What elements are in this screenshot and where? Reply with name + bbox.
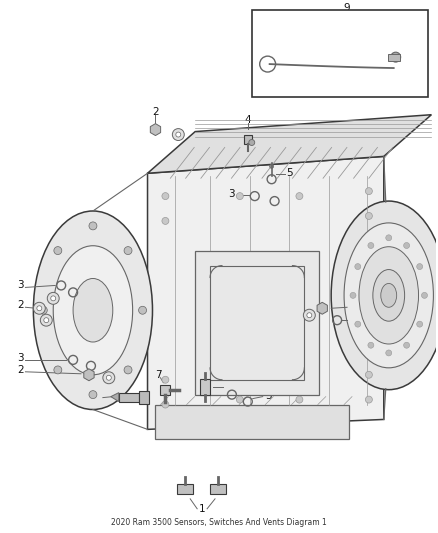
Circle shape (47, 293, 59, 304)
Circle shape (249, 140, 255, 146)
Text: 7: 7 (155, 370, 162, 380)
Circle shape (355, 264, 361, 270)
Circle shape (391, 52, 401, 62)
Text: 2: 2 (349, 300, 356, 310)
Circle shape (296, 396, 303, 403)
Text: 2: 2 (17, 300, 24, 310)
Text: 2: 2 (152, 107, 159, 117)
Circle shape (270, 164, 274, 168)
Text: 8: 8 (225, 379, 232, 390)
Polygon shape (195, 251, 319, 394)
Bar (388, 54, 399, 61)
Circle shape (368, 342, 374, 348)
Text: 1: 1 (199, 504, 205, 514)
Ellipse shape (381, 284, 397, 308)
Circle shape (172, 128, 184, 141)
Circle shape (33, 302, 45, 314)
Circle shape (176, 132, 181, 137)
Circle shape (39, 306, 47, 314)
Circle shape (162, 217, 169, 224)
Circle shape (417, 321, 423, 327)
Polygon shape (148, 115, 431, 173)
Text: 3: 3 (17, 353, 24, 363)
Text: 5: 5 (286, 168, 293, 178)
Text: 3: 3 (17, 280, 24, 290)
Polygon shape (84, 369, 94, 381)
Circle shape (365, 213, 372, 220)
Ellipse shape (331, 201, 438, 390)
Text: 3: 3 (265, 391, 271, 401)
Text: 10: 10 (377, 43, 390, 53)
Polygon shape (111, 393, 119, 401)
Circle shape (44, 318, 49, 322)
Circle shape (365, 396, 372, 403)
Text: 2020 Ram 3500 Sensors, Switches And Vents Diagram 1: 2020 Ram 3500 Sensors, Switches And Vent… (111, 518, 327, 527)
Circle shape (37, 306, 42, 311)
Circle shape (421, 293, 427, 298)
Text: 3: 3 (349, 313, 356, 323)
Text: 3: 3 (228, 189, 235, 199)
Circle shape (365, 372, 372, 378)
Circle shape (386, 350, 392, 356)
Bar (210, 484, 226, 494)
Circle shape (404, 342, 410, 348)
Ellipse shape (73, 278, 113, 342)
Circle shape (162, 376, 169, 383)
Circle shape (296, 192, 303, 199)
Text: 2: 2 (17, 365, 24, 375)
Text: 6: 6 (94, 392, 101, 401)
Bar (177, 484, 193, 494)
Circle shape (368, 243, 374, 248)
Polygon shape (148, 156, 384, 430)
Polygon shape (155, 405, 349, 439)
Bar (252, 11, 428, 97)
Bar (138, 391, 148, 403)
Circle shape (350, 293, 356, 298)
Circle shape (162, 401, 169, 408)
Circle shape (304, 309, 315, 321)
Ellipse shape (359, 247, 419, 344)
Circle shape (54, 366, 62, 374)
Ellipse shape (373, 270, 405, 321)
Polygon shape (317, 302, 327, 314)
Bar (119, 393, 138, 401)
Ellipse shape (344, 223, 434, 368)
Circle shape (386, 235, 392, 241)
Circle shape (89, 391, 97, 399)
Ellipse shape (33, 211, 152, 409)
Text: 9: 9 (344, 3, 350, 12)
Circle shape (365, 188, 372, 195)
Circle shape (237, 192, 244, 199)
Circle shape (89, 222, 97, 230)
Circle shape (307, 313, 312, 318)
Circle shape (417, 264, 423, 270)
Circle shape (162, 192, 169, 199)
Bar (200, 379, 210, 394)
Bar (160, 385, 170, 394)
Circle shape (124, 366, 132, 374)
Circle shape (124, 247, 132, 255)
Circle shape (106, 375, 111, 380)
Circle shape (40, 314, 52, 326)
Bar (244, 134, 252, 144)
Text: 4: 4 (244, 115, 251, 125)
Polygon shape (150, 124, 161, 135)
Circle shape (355, 321, 361, 327)
Circle shape (103, 372, 115, 384)
Circle shape (54, 247, 62, 255)
Circle shape (138, 306, 147, 314)
Ellipse shape (53, 246, 133, 375)
Circle shape (404, 243, 410, 248)
Circle shape (237, 396, 244, 403)
Circle shape (51, 296, 56, 301)
